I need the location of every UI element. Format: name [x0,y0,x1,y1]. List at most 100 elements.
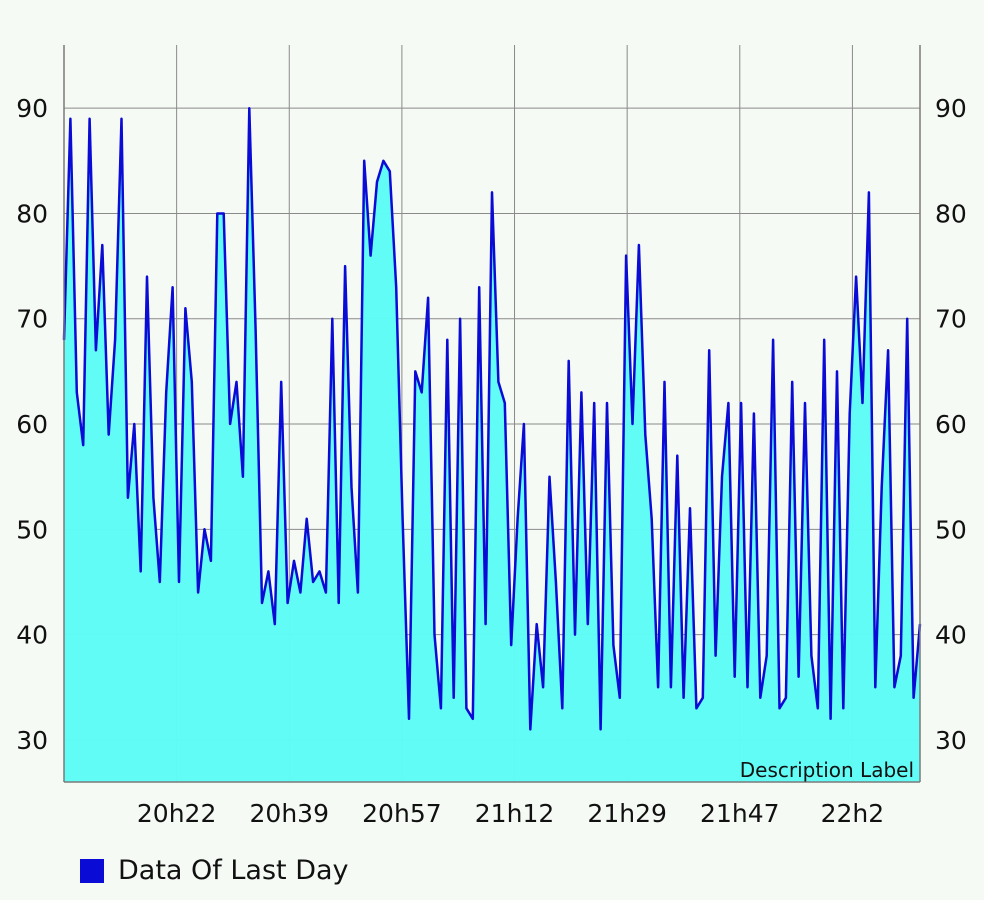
data-point [242,475,244,478]
y-tick-label-left: 70 [16,305,48,334]
data-point [69,117,72,120]
y-tick-label-right: 40 [935,621,967,650]
data-point [823,339,825,341]
y-tick-label-left: 30 [16,726,48,755]
data-point [389,170,391,173]
data-point [714,654,717,657]
data-point [567,360,570,362]
data-point [887,349,889,352]
data-point [753,412,755,415]
data-point [510,644,512,646]
data-point [114,339,116,341]
data-point [331,317,334,320]
data-point [229,423,231,425]
x-tick-label: 21h29 [587,799,666,828]
data-point [248,107,251,109]
data-point [376,181,378,183]
data-point [139,570,142,573]
y-tick-label-right: 60 [935,410,967,439]
data-point [197,591,199,594]
data-point [638,244,640,246]
data-point [280,381,283,383]
data-point [95,349,97,352]
data-point [210,560,212,562]
data-point [797,675,800,678]
data-point [842,707,845,710]
data-point [401,518,404,520]
data-point [778,707,781,710]
x-tick-label: 20h22 [137,799,216,828]
data-point [312,581,314,583]
data-point [893,686,896,688]
data-point [772,339,774,341]
data-point [676,454,679,457]
data-point [855,275,857,278]
data-point [363,160,366,162]
x-tick-label: 21h12 [475,799,554,828]
data-point [216,212,219,215]
data-point [76,391,78,394]
data-point [299,591,302,594]
data-point [861,402,864,404]
data-point [203,528,206,531]
data-point [420,391,423,394]
data-point [440,707,442,710]
data-point [836,370,838,373]
legend-swatch [80,858,104,883]
data-point [561,707,564,710]
data-point [810,654,813,657]
data-point [107,433,110,436]
y-tick-label-right: 90 [935,94,967,123]
data-point [267,570,270,573]
tick-labels: 30 30 40 40 50 50 60 60 70 70 80 80 90 90 20h22 20h39 20… [16,94,967,828]
data-point [746,686,749,688]
data-point [682,697,685,699]
data-point [727,402,730,404]
data-point [478,286,481,289]
data-point [574,633,576,636]
description-label: Description Label [740,758,914,782]
data-point [318,570,321,573]
data-point [555,581,557,583]
data-point [88,117,91,120]
data-point [165,391,167,394]
data-point [82,444,84,446]
y-tick-label-right: 50 [935,515,967,544]
data-point [868,191,870,194]
y-tick-label-right: 80 [935,199,967,228]
data-point [357,591,359,594]
data-point [286,602,289,604]
data-point [695,707,698,710]
data-point [337,602,340,604]
x-tick-label: 20h57 [362,799,441,828]
data-point [702,697,704,699]
data-point [344,265,346,267]
data-point [133,423,136,425]
y-tick-label-right: 70 [935,305,967,334]
data-point [120,117,123,120]
data-point [612,644,615,646]
data-point [848,412,851,415]
data-point [459,317,461,320]
data-point [874,686,877,688]
data-point [222,212,225,215]
legend-label: Data Of Last Day [118,855,349,886]
data-point [619,697,621,699]
data-point [785,697,787,699]
data-point [472,718,474,720]
data-point [191,381,193,383]
data-point [433,633,436,636]
data-point [817,707,819,710]
y-tick-label-left: 80 [16,199,48,228]
data-point [657,686,659,688]
data-point [829,718,832,720]
data-point [906,317,908,320]
y-tick-label-left: 60 [16,410,48,439]
data-point [523,423,525,425]
data-point [395,286,398,289]
data-point [293,560,295,562]
y-tick-label-left: 40 [16,621,48,650]
data-point [580,391,583,394]
data-point [516,518,519,520]
